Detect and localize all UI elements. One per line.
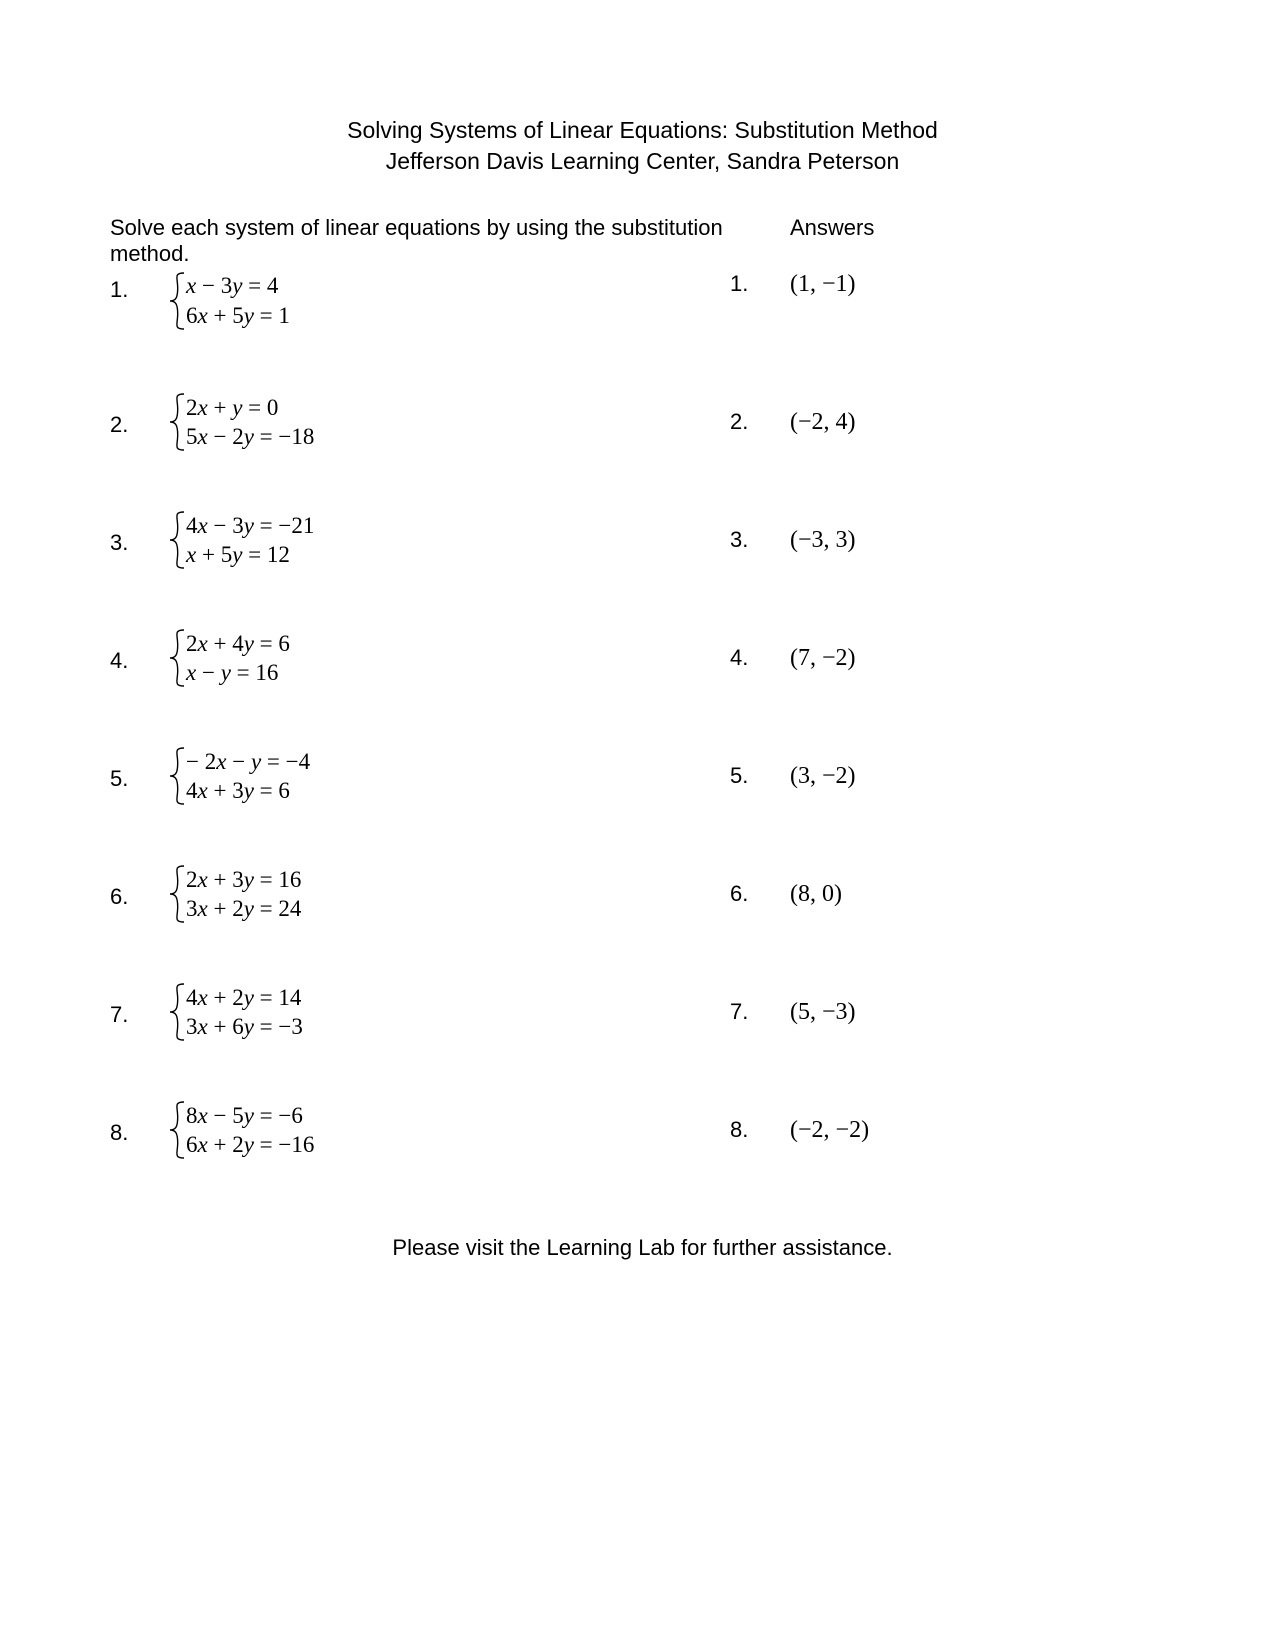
left-brace-icon <box>170 393 184 451</box>
answer-number: 2. <box>730 409 790 435</box>
problems-list: 1. x − 3y = 4 6x + 5y = 1 1. (1, −1) 2. … <box>110 271 1175 1189</box>
answer-value: (3, −2) <box>790 763 856 790</box>
answer-number: 7. <box>730 999 790 1025</box>
left-brace-icon <box>170 747 184 805</box>
answer-number: 1. <box>730 271 790 297</box>
answers-header: Answers <box>790 215 874 267</box>
equation-2: 6x + 5y = 1 <box>186 301 290 330</box>
equation-lines: 2x + y = 0 5x − 2y = −18 <box>184 393 314 452</box>
problem-number: 5. <box>110 760 170 792</box>
equation-lines: 2x + 4y = 6 x − y = 16 <box>184 629 290 688</box>
title-line-1: Solving Systems of Linear Equations: Sub… <box>110 115 1175 146</box>
equation-2: 6x + 2y = −16 <box>186 1130 314 1159</box>
left-brace-icon <box>170 1101 184 1159</box>
equation-lines: x − 3y = 4 6x + 5y = 1 <box>184 271 290 330</box>
problem-row: 3. 4x − 3y = −21 x + 5y = 12 3. (−3, 3) <box>110 481 1175 599</box>
answer-number: 8. <box>730 1117 790 1143</box>
problem-number: 1. <box>110 271 170 303</box>
problem-number: 7. <box>110 996 170 1028</box>
answer-value: (−2, −2) <box>790 1117 869 1144</box>
worksheet-page: Solving Systems of Linear Equations: Sub… <box>0 0 1275 1261</box>
problem-equations: 2x + 3y = 16 3x + 2y = 24 <box>170 865 730 924</box>
problem-equations: 8x − 5y = −6 6x + 2y = −16 <box>170 1101 730 1160</box>
problem-number: 6. <box>110 878 170 910</box>
header-row: Solve each system of linear equations by… <box>110 215 1175 267</box>
equation-2: x + 5y = 12 <box>186 540 314 569</box>
instructions-text: Solve each system of linear equations by… <box>110 215 730 267</box>
problem-row: 5. − 2x − y = −4 4x + 3y = 6 5. (3, −2) <box>110 717 1175 835</box>
equation-1: 2x + 4y = 6 <box>186 629 290 658</box>
answer-value: (−2, 4) <box>790 409 856 436</box>
left-brace-icon <box>170 272 184 330</box>
problem-equations: x − 3y = 4 6x + 5y = 1 <box>170 271 730 330</box>
equation-lines: − 2x − y = −4 4x + 3y = 6 <box>184 747 310 806</box>
equation-lines: 8x − 5y = −6 6x + 2y = −16 <box>184 1101 314 1160</box>
equation-2: 3x + 6y = −3 <box>186 1012 303 1041</box>
problem-number: 2. <box>110 406 170 438</box>
equation-1: 8x − 5y = −6 <box>186 1101 314 1130</box>
problem-number: 8. <box>110 1114 170 1146</box>
answer-number: 3. <box>730 527 790 553</box>
problem-row: 8. 8x − 5y = −6 6x + 2y = −16 8. (−2, −2… <box>110 1071 1175 1189</box>
equation-2: 5x − 2y = −18 <box>186 422 314 451</box>
problem-row: 6. 2x + 3y = 16 3x + 2y = 24 6. (8, 0) <box>110 835 1175 953</box>
footer-text: Please visit the Learning Lab for furthe… <box>110 1235 1175 1261</box>
answer-number: 6. <box>730 881 790 907</box>
answer-number: 4. <box>730 645 790 671</box>
answer-value: (1, −1) <box>790 271 856 298</box>
title-block: Solving Systems of Linear Equations: Sub… <box>110 115 1175 177</box>
equation-2: 3x + 2y = 24 <box>186 894 301 923</box>
problem-number: 4. <box>110 642 170 674</box>
equation-1: − 2x − y = −4 <box>186 747 310 776</box>
equation-lines: 4x + 2y = 14 3x + 6y = −3 <box>184 983 303 1042</box>
answer-value: (7, −2) <box>790 645 856 672</box>
answer-value: (8, 0) <box>790 881 842 908</box>
equation-1: 4x + 2y = 14 <box>186 983 303 1012</box>
equation-1: x − 3y = 4 <box>186 271 290 300</box>
equation-2: x − y = 16 <box>186 658 290 687</box>
problem-equations: 4x + 2y = 14 3x + 6y = −3 <box>170 983 730 1042</box>
answers-header-spacer <box>730 215 790 267</box>
left-brace-icon <box>170 511 184 569</box>
problem-row: 4. 2x + 4y = 6 x − y = 16 4. (7, −2) <box>110 599 1175 717</box>
equation-1: 4x − 3y = −21 <box>186 511 314 540</box>
problem-row: 7. 4x + 2y = 14 3x + 6y = −3 7. (5, −3) <box>110 953 1175 1071</box>
answer-number: 5. <box>730 763 790 789</box>
problem-row: 1. x − 3y = 4 6x + 5y = 1 1. (1, −1) <box>110 271 1175 363</box>
left-brace-icon <box>170 865 184 923</box>
left-brace-icon <box>170 629 184 687</box>
problem-row: 2. 2x + y = 0 5x − 2y = −18 2. (−2, 4) <box>110 363 1175 481</box>
equation-2: 4x + 3y = 6 <box>186 776 310 805</box>
problem-equations: − 2x − y = −4 4x + 3y = 6 <box>170 747 730 806</box>
answer-value: (−3, 3) <box>790 527 856 554</box>
problem-equations: 4x − 3y = −21 x + 5y = 12 <box>170 511 730 570</box>
equation-lines: 4x − 3y = −21 x + 5y = 12 <box>184 511 314 570</box>
equation-1: 2x + y = 0 <box>186 393 314 422</box>
problem-equations: 2x + 4y = 6 x − y = 16 <box>170 629 730 688</box>
left-brace-icon <box>170 983 184 1041</box>
title-line-2: Jefferson Davis Learning Center, Sandra … <box>110 146 1175 177</box>
equation-lines: 2x + 3y = 16 3x + 2y = 24 <box>184 865 301 924</box>
equation-1: 2x + 3y = 16 <box>186 865 301 894</box>
problem-number: 3. <box>110 524 170 556</box>
problem-equations: 2x + y = 0 5x − 2y = −18 <box>170 393 730 452</box>
answer-value: (5, −3) <box>790 999 856 1026</box>
